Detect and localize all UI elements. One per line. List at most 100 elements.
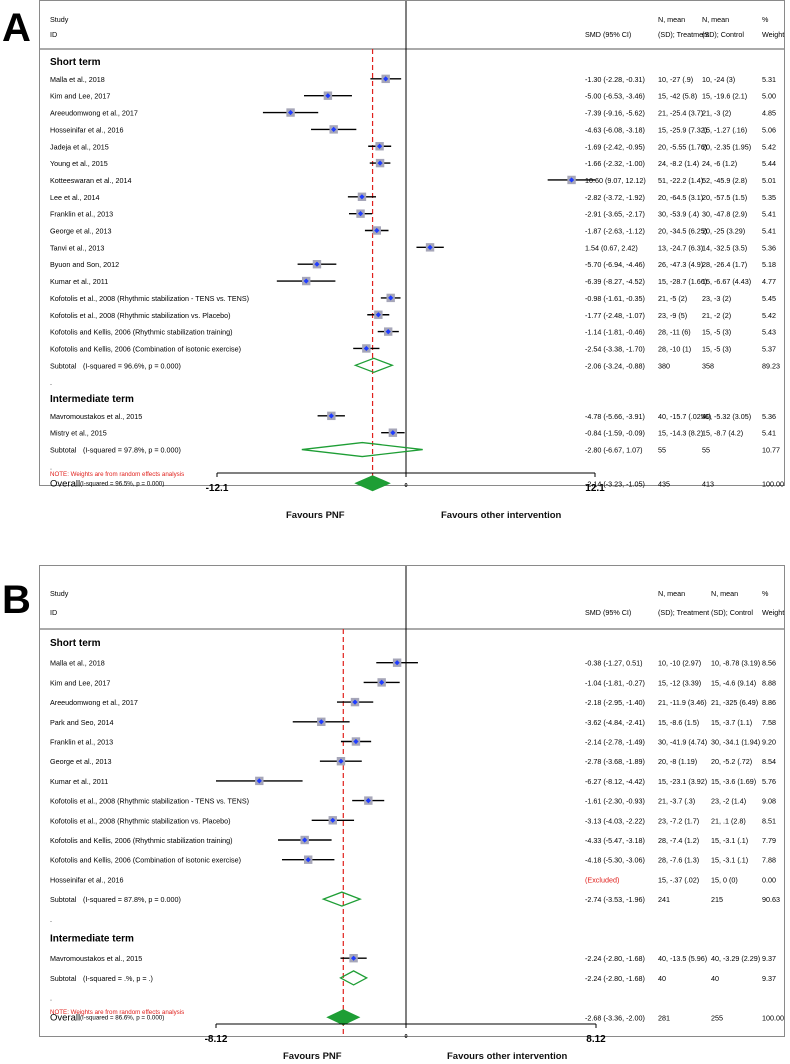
subtotal-label: Subtotal [50, 974, 77, 983]
study-name: Young et al., 2015 [50, 159, 108, 168]
weight-value: 9.37 [762, 974, 776, 983]
smd-ci-value: -2.68 (-3.36, -2.00) [585, 1013, 645, 1022]
subtotal-heterogeneity: (I-squared = 97.8%, p = 0.000) [83, 446, 181, 455]
header-nmean-treatment: N, mean [658, 15, 685, 24]
treatment-value: 26, -47.3 (4.9) [658, 260, 703, 269]
treatment-value: 10, -27 (.9) [658, 75, 693, 84]
control-value: 28, -26.4 (1.7) [702, 260, 747, 269]
control-value: 255 [711, 1013, 723, 1022]
study-point-estimate [338, 758, 344, 764]
smd-ci-value: -2.74 (-3.53, -1.96) [585, 895, 645, 904]
control-value: 15, -3.6 (1.69) [711, 777, 756, 786]
treatment-value: 13, -24.7 (6.3) [658, 243, 703, 252]
weight-value: 100.00 [762, 1013, 784, 1022]
weight-value: 7.79 [762, 836, 776, 845]
treatment-value: 15, -28.7 (1.66) [658, 277, 707, 286]
treatment-value: 28, -11 (6) [658, 328, 691, 337]
subtotal-label: Subtotal [50, 361, 77, 370]
control-value: 15, -19.6 (2.1) [702, 92, 747, 101]
study-point-estimate [427, 244, 433, 250]
treatment-value: 28, -7.4 (1.2) [658, 836, 699, 845]
weight-value: 5.41 [762, 429, 776, 438]
control-value: 23, -3 (2) [702, 294, 731, 303]
smd-ci-value: -6.27 (-8.12, -4.42) [585, 777, 645, 786]
study-name: Areeudomwong et al., 2017 [50, 109, 138, 118]
header-smd: SMD (95% CI) [585, 608, 631, 617]
control-value: 40 [711, 974, 719, 983]
overall-diamond [354, 475, 391, 492]
control-value: 358 [702, 361, 714, 370]
study-name: Tanvi et al., 2013 [50, 243, 104, 252]
study-name: George et al., 2013 [50, 757, 112, 766]
weight-value: 0.00 [762, 875, 776, 884]
study-point-estimate [357, 211, 364, 217]
study-name: Kofotolis et al., 2008 (Rhythmic stabili… [50, 816, 231, 825]
study-name: Lee et al., 2014 [50, 193, 100, 202]
spacer-dot: . [50, 462, 52, 471]
header-study: Study [50, 589, 69, 598]
treatment-value: 21, -25.4 (3.7) [658, 109, 703, 118]
control-value: 55 [702, 446, 710, 455]
smd-ci-value: -1.30 (-2.28, -0.31) [585, 75, 645, 84]
control-value: 20, -57.5 (1.5) [702, 193, 747, 202]
weight-value: 5.06 [762, 125, 776, 134]
study-point-estimate [377, 160, 383, 166]
weight-value: 9.20 [762, 738, 776, 747]
x-axis-tick-label: -8.12 [205, 1034, 228, 1045]
subtotal-diamond [339, 970, 369, 986]
treatment-value: 435 [658, 479, 670, 488]
treatment-value: 380 [658, 361, 670, 370]
study-point-estimate [314, 261, 320, 267]
control-value: 15, -3.7 (1.1) [711, 718, 752, 727]
overall-heterogeneity: (I-squared = 86.6%, p = 0.000) [80, 1014, 164, 1021]
treatment-value: 51, -22.2 (1.4) [658, 176, 703, 185]
weight-value: 5.31 [762, 75, 776, 84]
header-weight: Weight [762, 30, 784, 39]
treatment-value: 23, -9 (5) [658, 311, 687, 320]
study-point-estimate [374, 227, 380, 234]
treatment-value: 28, -7.6 (1.3) [658, 856, 699, 865]
spacer-dot: . [50, 994, 52, 1003]
control-value: 15, -4.6 (9.14) [711, 678, 756, 687]
treatment-value: 21, -11.9 (3.46) [658, 698, 707, 707]
control-value: 23, -2 (1.4) [711, 797, 746, 806]
smd-ci-value: 10.60 (9.07, 12.12) [585, 176, 646, 185]
treatment-value: 30, -53.9 (.4) [658, 210, 699, 219]
smd-ci-value: -1.69 (-2.42, -0.95) [585, 142, 645, 151]
study-name: Mavromoustakos et al., 2015 [50, 412, 142, 421]
control-value: 40, -3.29 (2.29) [711, 954, 760, 963]
subtotal-diamond [321, 891, 362, 907]
overall-heterogeneity: (I-squared = 96.5%, p = 0.000) [80, 480, 164, 487]
control-value: 15, -8.7 (4.2) [702, 429, 743, 438]
weight-value: 10.77 [762, 446, 780, 455]
weight-value: 8.88 [762, 678, 776, 687]
treatment-value: 15, -23.1 (3.92) [658, 777, 707, 786]
study-name: Kofotolis et al., 2008 (Rhythmic stabili… [50, 294, 249, 303]
header-sd-control: (SD); Control [711, 608, 753, 617]
smd-ci-value: -0.98 (-1.61, -0.35) [585, 294, 645, 303]
control-value: 24, -6 (1.2) [702, 159, 737, 168]
study-point-estimate [359, 194, 365, 200]
smd-ci-value: -1.61 (-2.30, -0.93) [585, 797, 645, 806]
header-nmean-treatment: N, mean [658, 589, 685, 598]
x-axis-tick-label: 0 [404, 483, 407, 489]
control-value: 15, -6.67 (4.43) [702, 277, 751, 286]
control-value: 15, -3.1 (.1) [711, 836, 748, 845]
study-point-estimate [385, 329, 391, 335]
control-value: 21, -2 (2) [702, 311, 731, 320]
study-name: Malla et al., 2018 [50, 75, 105, 84]
header-id: ID [50, 608, 57, 617]
weight-value: 8.86 [762, 698, 776, 707]
study-point-estimate [390, 430, 396, 436]
weight-value: 5.42 [762, 142, 776, 151]
smd-ci-value: -1.66 (-2.32, -1.00) [585, 159, 645, 168]
header-smd: SMD (95% CI) [585, 30, 631, 39]
x-axis-tick-label: 0 [404, 1034, 407, 1040]
subtotal-label: Subtotal [50, 446, 77, 455]
study-name: Kofotolis and Kellis, 2006 (Rhythmic sta… [50, 328, 233, 337]
header-nmean-control: N, mean [702, 15, 729, 24]
study-point-estimate [302, 837, 308, 843]
study-name: George et al., 2013 [50, 227, 112, 236]
spacer-dot: . [50, 915, 52, 924]
treatment-value: 20, -5.55 (1.76) [658, 142, 707, 151]
